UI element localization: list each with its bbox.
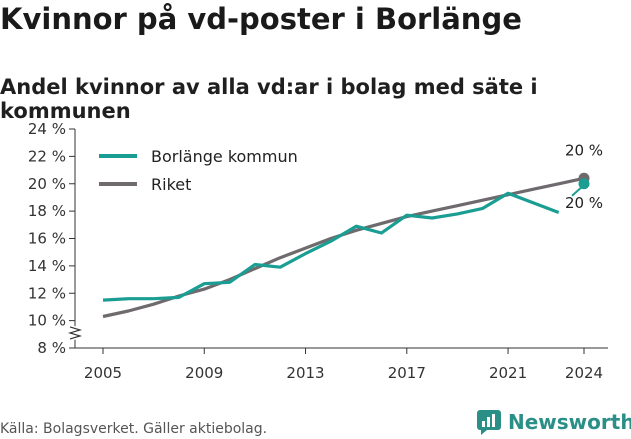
y-tick-label: 12 %	[28, 284, 66, 302]
x-tick-label: 2017	[388, 364, 426, 382]
x-tick-label: 2005	[84, 364, 122, 382]
y-tick-label: 8 %	[37, 339, 66, 357]
line-chart: 8 % 10 % 12 % 14 % 16 % 18 % 20 % 22 % 24 % 2005 2…	[28, 120, 608, 382]
series-line-riket	[102, 176, 585, 319]
end-label-borlange: 20 %	[565, 194, 603, 212]
x-tick-label: 2024	[565, 364, 603, 382]
newsworthy-logo-icon	[477, 410, 501, 435]
x-tick-label: 2013	[286, 364, 324, 382]
legend-label-borlange: Borlänge kommun	[151, 147, 298, 166]
y-tick-label: 24 %	[28, 120, 66, 138]
y-tick-label: 22 %	[28, 147, 66, 165]
y-tick-label: 10 %	[28, 312, 66, 330]
end-point-borlange	[578, 178, 590, 190]
x-tick-label: 2009	[185, 364, 223, 382]
x-tick-label: 2021	[489, 364, 527, 382]
source-note: Källa: Bolagsverket. Gäller aktiebolag.	[0, 421, 268, 437]
y-tick-label: 14 %	[28, 257, 66, 275]
axis-break-mark	[67, 326, 83, 340]
legend-label-riket: Riket	[151, 175, 191, 194]
chart-subtitle: Andel kvinnor av alla vd:ar i bolag med …	[0, 75, 538, 123]
series-line-borlange	[102, 191, 560, 302]
y-tick-label: 18 %	[28, 202, 66, 220]
y-tick-label: 20 %	[28, 175, 66, 193]
brand-logo: Newsworthy	[476, 409, 631, 435]
brand-name: Newsworthy	[508, 410, 631, 434]
end-label-riket: 20 %	[565, 141, 603, 159]
chart-title: Kvinnor på vd-poster i Borlänge	[0, 2, 522, 36]
y-tick-label: 16 %	[28, 230, 66, 248]
end-connector-borlange	[571, 187, 582, 197]
